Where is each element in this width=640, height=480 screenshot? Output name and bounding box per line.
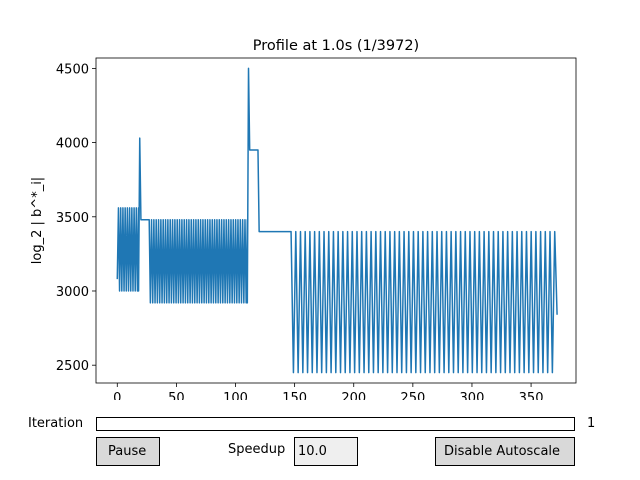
axes-frame	[95, 57, 577, 384]
y-tick-label: 4000	[56, 137, 89, 152]
profile-chart: 0 50 100 150 200 250 300 350 2500 3000 3500 4000 450…	[30, 38, 577, 400]
y-tick-label: 3500	[56, 211, 89, 226]
speedup-input[interactable]	[294, 437, 358, 466]
y-tick-label: 2500	[56, 359, 89, 374]
y-tick-label: 4500	[56, 62, 89, 77]
x-tick-label: 50	[168, 391, 185, 400]
x-tick-label: 100	[223, 391, 248, 400]
chart-title: Profile at 1.0s (1/3972)	[253, 38, 419, 54]
pause-button[interactable]: Pause	[96, 437, 160, 466]
iteration-label: Iteration	[28, 416, 84, 431]
disable-autoscale-button[interactable]: Disable Autoscale	[435, 437, 575, 466]
x-tick-label: 250	[400, 391, 425, 400]
y-tick-label: 3000	[56, 285, 89, 300]
profile-line	[116, 67, 558, 374]
y-axis-label: log_2 | b^*_i|	[30, 177, 45, 264]
iteration-slider[interactable]	[96, 417, 575, 431]
x-tick-label: 350	[519, 391, 544, 400]
x-tick-label: 300	[460, 391, 485, 400]
iteration-value: 1	[587, 416, 596, 431]
x-tick-label: 0	[113, 391, 121, 400]
speedup-label: Speedup	[228, 442, 286, 457]
x-tick-label: 200	[341, 391, 366, 400]
x-tick-label: 150	[282, 391, 307, 400]
